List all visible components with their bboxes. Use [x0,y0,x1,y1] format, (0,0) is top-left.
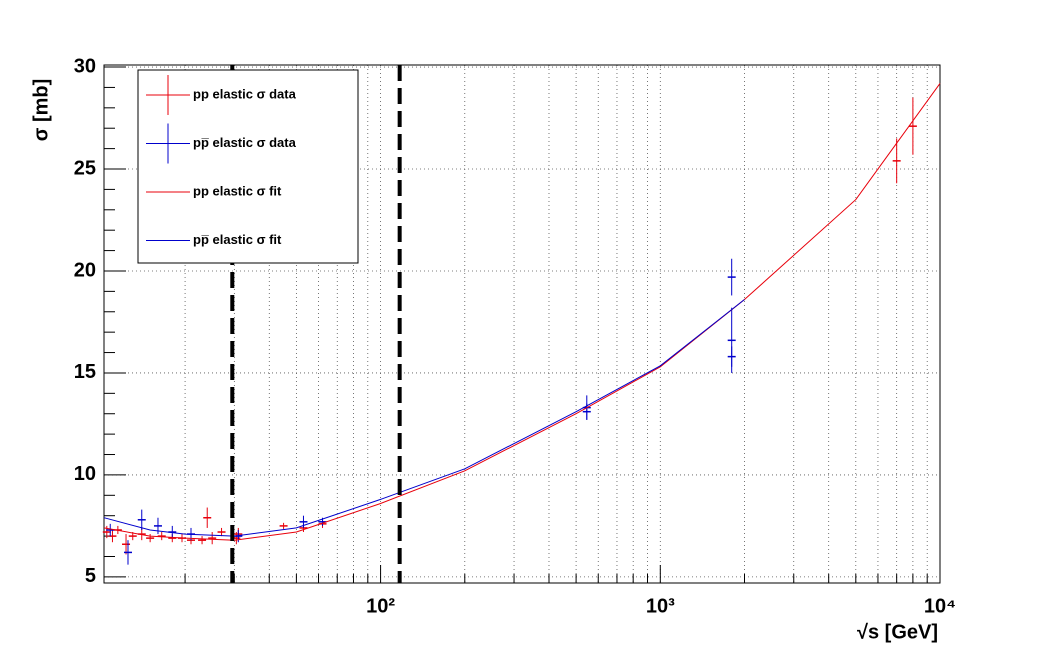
x-axis-label: √s [GeV] [857,621,938,643]
legend-label: pp elastic σ data [193,86,297,101]
plot-frame [103,64,941,584]
fit-line [103,299,745,537]
legend-box [137,69,359,264]
y-axis-label: σ [mb] [30,79,52,142]
legend-label: pp elastic σ fit [193,183,282,198]
x-tick-label: 10² [366,595,395,617]
fit-line [103,83,941,541]
y-tick-label: 5 [85,565,96,587]
y-tick-label: 30 [74,55,96,77]
x-tick-label: 10⁴ [924,595,956,617]
y-tick-label: 10 [74,463,96,485]
y-tick-label: 20 [74,259,96,281]
x-tick-label: 10³ [646,595,675,617]
y-tick-label: 25 [74,157,96,179]
legend-label: pp̅ elastic σ data [193,135,297,150]
y-tick-label: 15 [74,361,96,383]
legend-label: pp̅ elastic σ fit [193,232,282,247]
